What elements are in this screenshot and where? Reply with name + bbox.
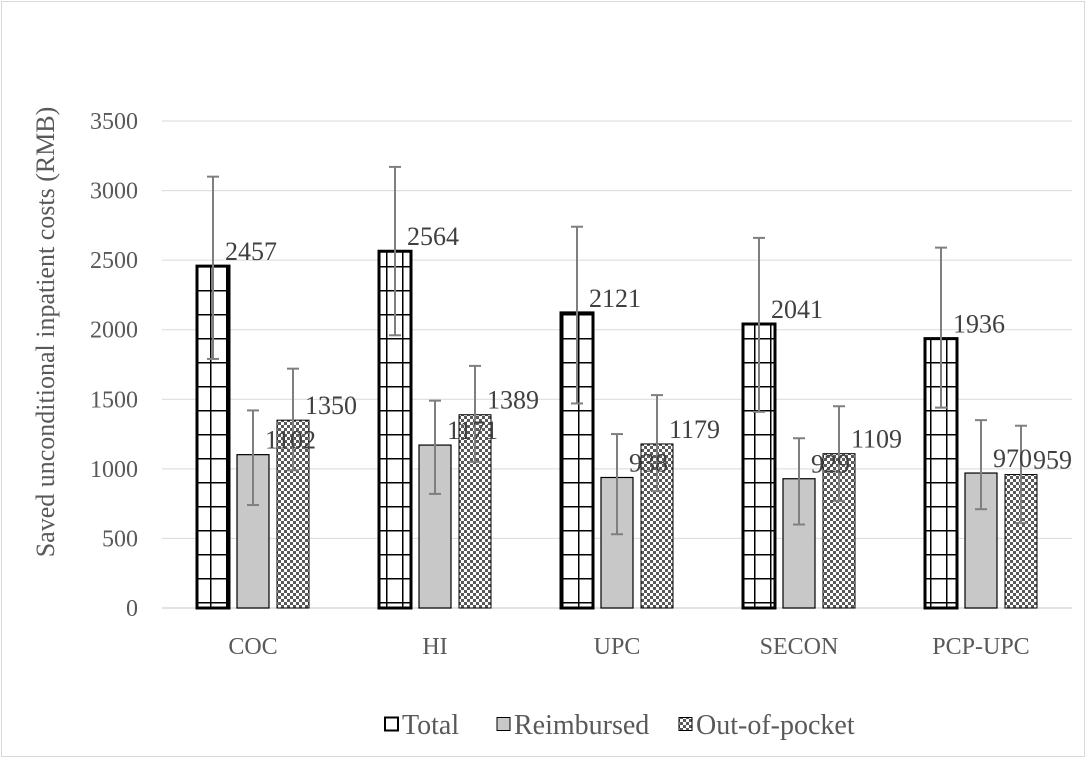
legend-label: Reimbursed bbox=[514, 710, 649, 741]
data-label: 970 bbox=[993, 444, 1032, 473]
data-label: 1109 bbox=[851, 425, 902, 454]
y-tick-label: 3500 bbox=[90, 109, 138, 135]
data-label: 938 bbox=[629, 448, 668, 477]
legend-label: Out-of-pocket bbox=[696, 710, 855, 741]
data-label: 1171 bbox=[447, 416, 498, 445]
legend-swatch-dots bbox=[678, 717, 693, 731]
category-label: COC bbox=[228, 634, 277, 660]
y-tick-label: 1500 bbox=[90, 387, 138, 413]
data-label: 2457 bbox=[225, 237, 277, 266]
data-label: 2121 bbox=[589, 284, 641, 313]
y-axis-ticks: 0 500 1000 1500 2000 2500 3000 3500 bbox=[90, 109, 138, 622]
data-label: 929 bbox=[811, 450, 850, 479]
data-label: 1179 bbox=[669, 415, 720, 444]
error-bars bbox=[207, 165, 1027, 536]
legend: Total Reimbursed Out-of-pocket bbox=[384, 710, 855, 741]
data-label: 2564 bbox=[407, 222, 459, 251]
data-label: 2041 bbox=[771, 295, 823, 324]
category-label: SECON bbox=[760, 634, 839, 660]
category-label: PCP-UPC bbox=[932, 634, 1029, 660]
y-tick-label: 0 bbox=[126, 596, 138, 622]
gridlines bbox=[162, 120, 1072, 609]
y-tick-label: 3000 bbox=[90, 179, 138, 205]
data-label: 959 bbox=[1033, 446, 1072, 475]
data-label: 1102 bbox=[265, 426, 316, 455]
data-label: 1350 bbox=[305, 391, 357, 420]
legend-label: Total bbox=[402, 710, 459, 741]
data-label: 1936 bbox=[953, 310, 1005, 339]
y-tick-label: 2000 bbox=[90, 318, 138, 344]
legend-swatch-solid-gray bbox=[496, 717, 511, 731]
y-axis-label: Saved unconditional inpatient costs (RMB… bbox=[31, 107, 60, 558]
category-label: HI bbox=[422, 634, 447, 660]
y-tick-label: 1000 bbox=[90, 457, 138, 483]
legend-swatch-grid bbox=[384, 716, 399, 732]
y-tick-label: 2500 bbox=[90, 248, 138, 274]
y-tick-label: 500 bbox=[102, 526, 138, 552]
data-label: 1389 bbox=[487, 386, 539, 415]
x-axis-categories: COC HI UPC SECON PCP-UPC bbox=[228, 634, 1029, 660]
category-label: UPC bbox=[594, 634, 641, 660]
